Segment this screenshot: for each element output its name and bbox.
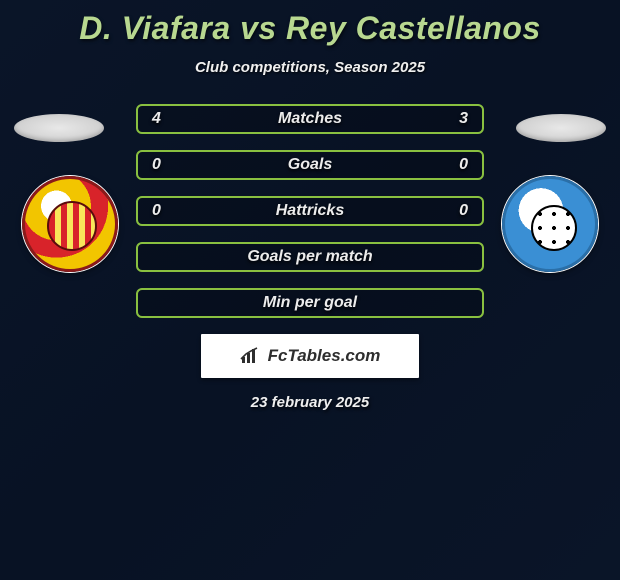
chart-icon	[240, 347, 262, 365]
stats-rows: 4 Matches 3 0 Goals 0 0 Hattricks 0 Goal…	[136, 104, 484, 318]
comparison-content: 4 Matches 3 0 Goals 0 0 Hattricks 0 Goal…	[0, 104, 620, 411]
branding-text: FcTables.com	[268, 346, 381, 366]
stat-row-matches: 4 Matches 3	[136, 104, 484, 134]
player-left-ellipse	[14, 114, 104, 142]
branding-badge: FcTables.com	[201, 334, 419, 378]
player-right-ellipse	[516, 114, 606, 142]
stat-row-goals: 0 Goals 0	[136, 150, 484, 180]
stat-row-min-per-goal: Min per goal	[136, 288, 484, 318]
comparison-date: 23 february 2025	[0, 394, 620, 411]
stat-label: Hattricks	[138, 202, 482, 220]
team-left-crest	[22, 176, 118, 272]
stat-row-hattricks: 0 Hattricks 0	[136, 196, 484, 226]
stat-label: Min per goal	[138, 294, 482, 312]
stat-label: Goals	[138, 156, 482, 174]
comparison-subtitle: Club competitions, Season 2025	[0, 59, 620, 76]
stat-label: Matches	[138, 110, 482, 128]
team-right-crest	[502, 176, 598, 272]
comparison-title: D. Viafara vs Rey Castellanos	[0, 0, 620, 47]
stat-row-goals-per-match: Goals per match	[136, 242, 484, 272]
stat-label: Goals per match	[138, 248, 482, 266]
